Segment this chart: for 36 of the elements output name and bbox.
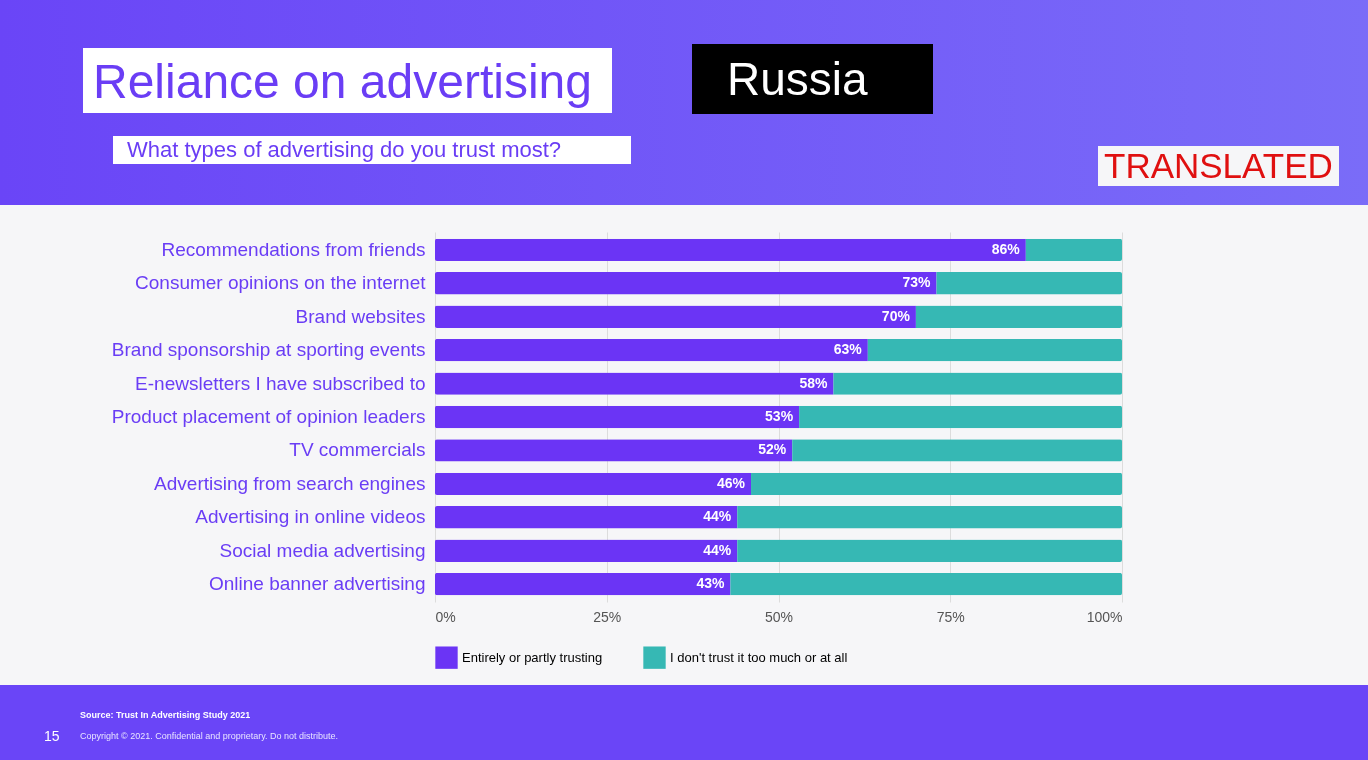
data-label: 58% [799,374,828,391]
text: TRANSLATED [1098,146,1339,186]
y-tick-label: Advertising in online videos [195,506,426,528]
data-label: 73% [902,274,932,291]
y-tick-label: Consumer opinions on the internet [135,272,427,294]
data-label: 43% [696,575,725,592]
data-label: 44% [703,508,732,525]
data-label: 46% [716,474,746,491]
y-tick-label: Social media advertising [219,539,426,561]
data-label: 53% [765,408,794,424]
data-label: 70% [881,307,911,324]
text: 15 [44,728,60,744]
y-tick-label: E-newsletters I have subscribed to [135,372,426,394]
y-tick-label: Recommendations from friends [161,238,426,260]
x-tick-label: 0% [435,608,456,625]
legend-label: I don't trust it too much or at all [670,649,848,665]
chart-subtitle: What types of advertising do you trust most? [113,136,632,164]
y-tick-label: TV commercials [289,439,426,461]
text: Copyright © 2021. Confidential and proprietary. Do not distribute. [80,731,339,741]
data-label: 52% [758,441,787,458]
x-tick-label: 75% [936,608,965,625]
data-label: 86% [991,240,1021,257]
y-tick-label: Brand sponsorship at sporting events [111,339,426,361]
y-tick-label: Product placement of opinion leaders [111,406,426,427]
data-label: 44% [703,541,732,558]
x-tick-label: 25% [593,608,622,625]
y-tick-label: Online banner advertising [208,573,426,595]
data-label: 63% [833,341,863,358]
x-tick-label: 50% [764,608,794,625]
x-tick-label: 100% [1086,608,1123,625]
chart-title: Reliance on advertising [83,48,612,113]
text: Russia [692,44,933,114]
y-tick-label: Advertising from search engines [154,472,426,494]
legend-label: Entirely or partly trusting [462,649,603,665]
source-note: Source: Trust In Advertising Study 2021 [80,710,251,720]
y-tick-label: Brand websites [295,305,426,327]
